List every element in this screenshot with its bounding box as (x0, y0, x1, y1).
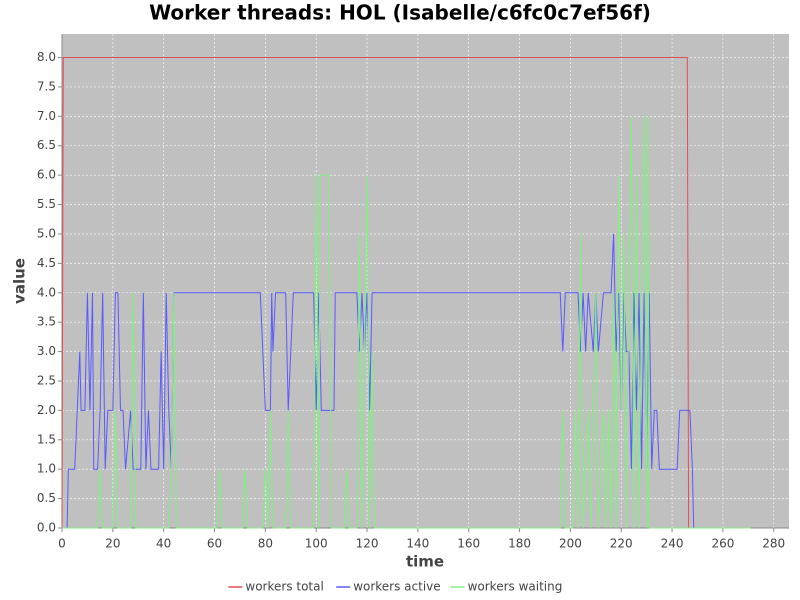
series-line (62, 116, 751, 529)
y-tick-label: 8.0 (37, 50, 56, 64)
x-tick-label: 240 (661, 537, 684, 551)
y-tick-label: 6.5 (37, 138, 56, 152)
x-tick-label: 100 (305, 537, 328, 551)
x-tick-label: 120 (356, 537, 379, 551)
x-tick-label: 140 (406, 537, 429, 551)
x-tick-label: 260 (711, 537, 734, 551)
x-tick-label: 40 (156, 537, 171, 551)
x-axis-title: time (406, 553, 444, 571)
y-tick-label: 0.0 (37, 521, 56, 535)
x-tick-label: 200 (559, 537, 582, 551)
y-tick-label: 2.0 (37, 403, 56, 417)
y-tick-label: 3.5 (37, 315, 56, 329)
y-axis-title: value (11, 258, 29, 304)
legend-label: workers waiting (468, 580, 563, 594)
x-tick-label: 160 (457, 537, 480, 551)
x-tick-label: 0 (58, 537, 66, 551)
legend-label: workers active (353, 580, 440, 594)
x-tick-label: 280 (762, 537, 785, 551)
x-tick-label: 180 (508, 537, 531, 551)
y-tick-label: 3.0 (37, 344, 56, 358)
y-tick-label: 2.5 (37, 373, 56, 387)
x-tick-label: 60 (207, 537, 222, 551)
y-tick-label: 1.5 (37, 432, 56, 446)
y-tick-label: 5.5 (37, 197, 56, 211)
y-tick-label: 7.0 (37, 109, 56, 123)
y-tick-label: 5.0 (37, 226, 56, 240)
x-tick-label: 80 (258, 537, 273, 551)
legend-label: workers total (245, 580, 323, 594)
x-tick-label: 20 (105, 537, 120, 551)
chart-title: Worker threads: HOL (Isabelle/c6fc0c7ef5… (149, 1, 651, 25)
y-tick-label: 0.5 (37, 491, 56, 505)
y-tick-label: 4.0 (37, 285, 56, 299)
y-tick-label: 4.5 (37, 256, 56, 270)
y-tick-label: 6.0 (37, 168, 56, 182)
y-tick-label: 1.0 (37, 462, 56, 476)
y-tick-label: 7.5 (37, 79, 56, 93)
x-tick-label: 220 (610, 537, 633, 551)
